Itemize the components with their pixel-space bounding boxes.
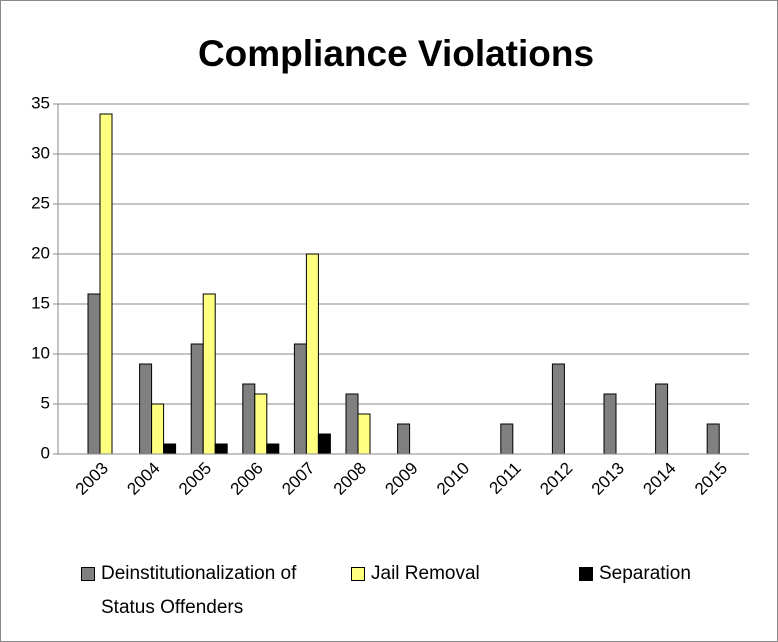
- legend-label: Deinstitutionalization of Status Offende…: [101, 563, 297, 618]
- y-tick-label: 15: [31, 293, 50, 312]
- bar: [87, 293, 101, 455]
- x-tick-label: 2014: [639, 459, 679, 499]
- legend-item: Separation: [579, 557, 759, 591]
- y-tick-label: 30: [31, 143, 50, 162]
- bar: [190, 343, 204, 455]
- bar: [254, 393, 268, 455]
- x-tick-label: 2003: [72, 459, 112, 499]
- y-tick-label: 20: [31, 243, 50, 262]
- x-tick-label: 2012: [536, 459, 576, 499]
- legend-label: Separation: [599, 563, 691, 584]
- y-tick-label: 10: [31, 343, 50, 362]
- legend-swatch: [81, 567, 95, 581]
- legend-item: Deinstitutionalization of Status Offende…: [81, 557, 341, 625]
- bar: [293, 343, 307, 455]
- bar: [357, 413, 371, 455]
- x-tick-label: 2009: [381, 459, 421, 499]
- legend-label: Jail Removal: [371, 563, 480, 584]
- bar: [151, 403, 165, 455]
- bar: [551, 363, 565, 455]
- bar: [242, 383, 256, 455]
- bar: [655, 383, 669, 455]
- x-tick-label: 2015: [691, 459, 731, 499]
- x-tick-label: 2006: [227, 459, 267, 499]
- bar: [99, 113, 113, 455]
- x-tick-label: 2013: [588, 459, 628, 499]
- bar: [163, 443, 177, 455]
- x-tick-label: 2011: [486, 459, 525, 498]
- x-tick-label: 2010: [433, 459, 473, 499]
- legend-swatch: [579, 567, 593, 581]
- x-tick-label: 2008: [330, 459, 370, 499]
- bar: [305, 253, 319, 455]
- x-tick-label: 2004: [123, 459, 163, 499]
- y-tick-label: 0: [41, 443, 50, 462]
- x-tick-label: 2005: [175, 459, 215, 499]
- x-tick-label: 2007: [278, 459, 318, 499]
- bar: [317, 433, 331, 455]
- bar: [214, 443, 228, 455]
- bar: [603, 393, 617, 455]
- bar: [139, 363, 153, 455]
- bar: [345, 393, 359, 455]
- legend-item: Jail Removal: [351, 557, 531, 591]
- bar: [706, 423, 720, 455]
- bar: [397, 423, 411, 455]
- chart-title: Compliance Violations: [198, 33, 594, 74]
- y-tick-label: 35: [31, 93, 50, 112]
- bar: [500, 423, 514, 455]
- bar: [202, 293, 216, 455]
- legend-swatch: [351, 567, 365, 581]
- bar: [266, 443, 280, 455]
- y-tick-label: 25: [31, 193, 50, 212]
- y-tick-label: 5: [41, 393, 50, 412]
